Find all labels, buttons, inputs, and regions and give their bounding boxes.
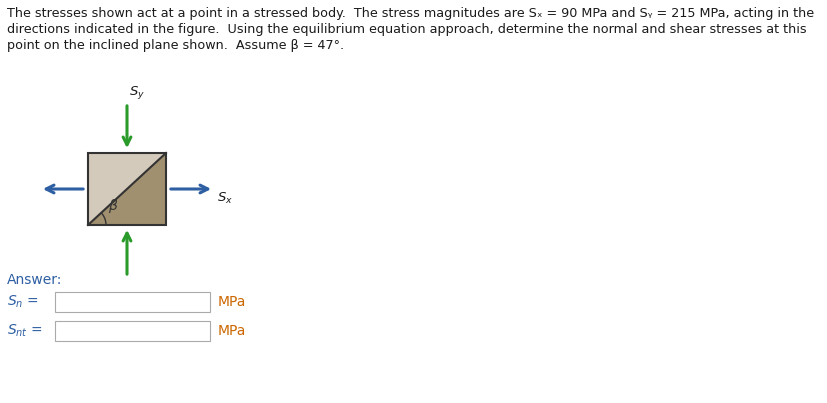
Text: $S_n$ =: $S_n$ = — [7, 294, 39, 310]
Text: $S_x$: $S_x$ — [217, 191, 232, 206]
Text: directions indicated in the figure.  Using the equilibrium equation approach, de: directions indicated in the figure. Usin… — [7, 23, 805, 36]
Bar — [55, 321, 210, 341]
Text: MPa: MPa — [218, 295, 246, 309]
Polygon shape — [88, 153, 165, 225]
Text: The stresses shown act at a point in a stressed body.  The stress magnitudes are: The stresses shown act at a point in a s… — [7, 7, 813, 20]
Text: Answer:: Answer: — [7, 273, 62, 287]
Text: point on the inclined plane shown.  Assume β = 47°.: point on the inclined plane shown. Assum… — [7, 39, 344, 52]
Text: MPa: MPa — [218, 324, 246, 338]
Polygon shape — [88, 153, 165, 225]
Bar — [55, 292, 210, 312]
Text: $\beta$: $\beta$ — [108, 197, 118, 215]
Text: $S_y$: $S_y$ — [129, 84, 145, 101]
Bar — [88, 153, 165, 225]
Text: $S_{nt}$ =: $S_{nt}$ = — [7, 323, 43, 339]
